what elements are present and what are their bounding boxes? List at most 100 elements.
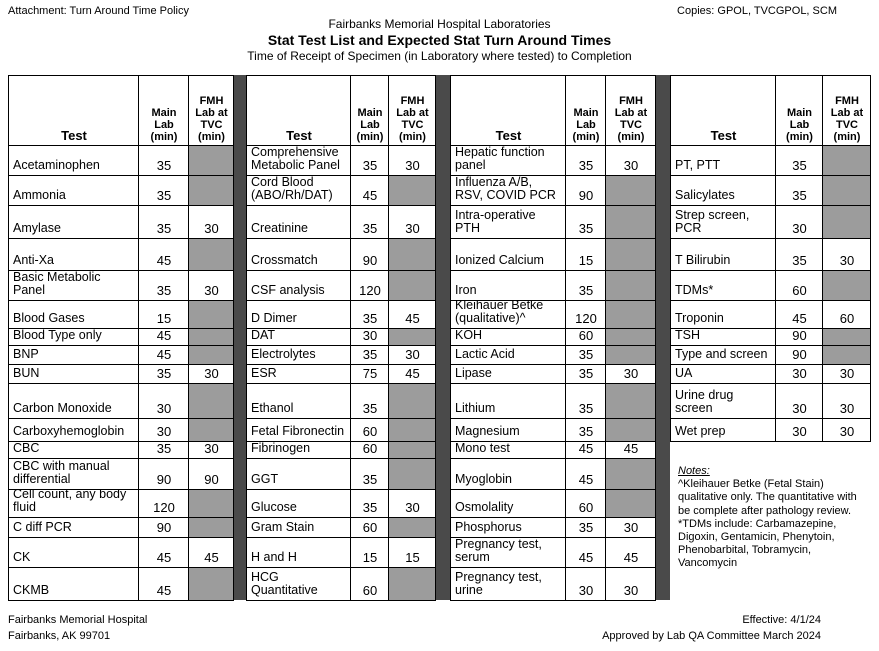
- test-name: TDMs*: [670, 270, 776, 301]
- column-header: Main Lab (min): [775, 75, 823, 146]
- turnaround-time: 60: [565, 489, 606, 518]
- attachment: Attachment: Turn Around Time Policy: [8, 5, 189, 17]
- column-header: FMH Lab at TVC (min): [188, 75, 234, 146]
- turnaround-time: 30: [188, 364, 234, 384]
- turnaround-time: 45: [388, 364, 436, 384]
- turnaround-time: 35: [350, 345, 389, 365]
- test-name: Intra-operative PTH: [450, 205, 566, 239]
- turnaround-time: 60: [565, 328, 606, 346]
- test-name: DAT: [246, 328, 351, 346]
- empty-cell: [188, 175, 234, 206]
- empty-cell: [822, 345, 871, 365]
- turnaround-time: 35: [350, 145, 389, 176]
- test-name: PT, PTT: [670, 145, 776, 176]
- test-name: Glucose: [246, 489, 351, 518]
- column-header: Main Lab (min): [138, 75, 189, 146]
- turnaround-time: 75: [350, 364, 389, 384]
- turnaround-time: 30: [605, 517, 656, 538]
- turnaround-time: 120: [350, 270, 389, 301]
- turnaround-time: 35: [775, 145, 823, 176]
- test-name: Blood Gases: [8, 300, 139, 329]
- test-name: TSH: [670, 328, 776, 346]
- empty-cell: [188, 489, 234, 518]
- separator: [435, 75, 450, 600]
- empty-cell: [388, 458, 436, 490]
- empty-cell: [388, 441, 436, 459]
- turnaround-time: 30: [350, 328, 389, 346]
- turnaround-time: 45: [775, 300, 823, 329]
- turnaround-time: 35: [138, 441, 189, 459]
- turnaround-time: 90: [138, 517, 189, 538]
- empty-cell: [388, 383, 436, 419]
- test-name: Pregnancy test, urine: [450, 567, 566, 601]
- test-name: CBC: [8, 441, 139, 459]
- empty-cell: [188, 238, 234, 271]
- turnaround-time: 35: [775, 175, 823, 206]
- turnaround-time: 45: [138, 238, 189, 271]
- empty-cell: [388, 418, 436, 442]
- test-name: Strep screen, PCR: [670, 205, 776, 239]
- column-header: Test: [246, 75, 351, 146]
- test-name: Wet prep: [670, 418, 776, 442]
- notes-title: Notes:: [678, 465, 710, 477]
- turnaround-time: 30: [388, 345, 436, 365]
- turnaround-time: 45: [565, 441, 606, 459]
- empty-cell: [605, 458, 656, 490]
- note: ^Kleihauer Betke (Fetal Stain) qualitati…: [678, 478, 857, 517]
- turnaround-time: 90: [350, 238, 389, 271]
- separator: [655, 75, 670, 600]
- footer-left: Fairbanks Memorial Hospital: [8, 614, 148, 626]
- test-name: BUN: [8, 364, 139, 384]
- empty-cell: [605, 238, 656, 271]
- empty-cell: [822, 175, 871, 206]
- empty-cell: [605, 205, 656, 239]
- empty-cell: [188, 300, 234, 329]
- turnaround-time: 35: [350, 205, 389, 239]
- test-name: Carbon Monoxide: [8, 383, 139, 419]
- empty-cell: [188, 328, 234, 346]
- test-name: HCG Quantitative: [246, 567, 351, 601]
- empty-cell: [188, 345, 234, 365]
- turnaround-time: 30: [822, 418, 871, 442]
- column-header: FMH Lab at TVC (min): [388, 75, 436, 146]
- turnaround-time: 90: [775, 328, 823, 346]
- test-name: Fetal Fibronectin: [246, 418, 351, 442]
- turnaround-time: 35: [565, 145, 606, 176]
- test-name: Cord Blood (ABO/Rh/DAT): [246, 175, 351, 206]
- test-name: CBC with manual differential: [8, 458, 139, 490]
- column-header: Test: [8, 75, 139, 146]
- turnaround-time: 35: [350, 300, 389, 329]
- test-name: Basic Metabolic Panel: [8, 270, 139, 301]
- turnaround-time: 90: [775, 345, 823, 365]
- column-header: Main Lab (min): [350, 75, 389, 146]
- test-name: C diff PCR: [8, 517, 139, 538]
- test-name: T Bilirubin: [670, 238, 776, 271]
- turnaround-time: 35: [565, 205, 606, 239]
- turnaround-time: 35: [350, 383, 389, 419]
- empty-cell: [388, 328, 436, 346]
- turnaround-time: 15: [388, 537, 436, 568]
- turnaround-time: 30: [138, 383, 189, 419]
- test-name: Gram Stain: [246, 517, 351, 538]
- org: Fairbanks Memorial Hospital Laboratories: [328, 17, 551, 31]
- turnaround-time: 35: [138, 145, 189, 176]
- turnaround-time: 15: [138, 300, 189, 329]
- footer-right: Effective: 4/1/24: [742, 614, 821, 626]
- test-name: Urine drug screen: [670, 383, 776, 419]
- empty-cell: [188, 517, 234, 538]
- turnaround-time: 45: [605, 537, 656, 568]
- turnaround-time: 35: [565, 364, 606, 384]
- empty-cell: [605, 328, 656, 346]
- turnaround-time: 45: [188, 537, 234, 568]
- column-header: Test: [450, 75, 566, 146]
- turnaround-time: 30: [822, 364, 871, 384]
- test-name: Pregnancy test, serum: [450, 537, 566, 568]
- column-header: Test: [670, 75, 776, 146]
- turnaround-time: 35: [350, 489, 389, 518]
- turnaround-time: 15: [565, 238, 606, 271]
- turnaround-time: 30: [775, 383, 823, 419]
- empty-cell: [822, 145, 871, 176]
- empty-cell: [605, 300, 656, 329]
- test-name: Troponin: [670, 300, 776, 329]
- test-name: Anti-Xa: [8, 238, 139, 271]
